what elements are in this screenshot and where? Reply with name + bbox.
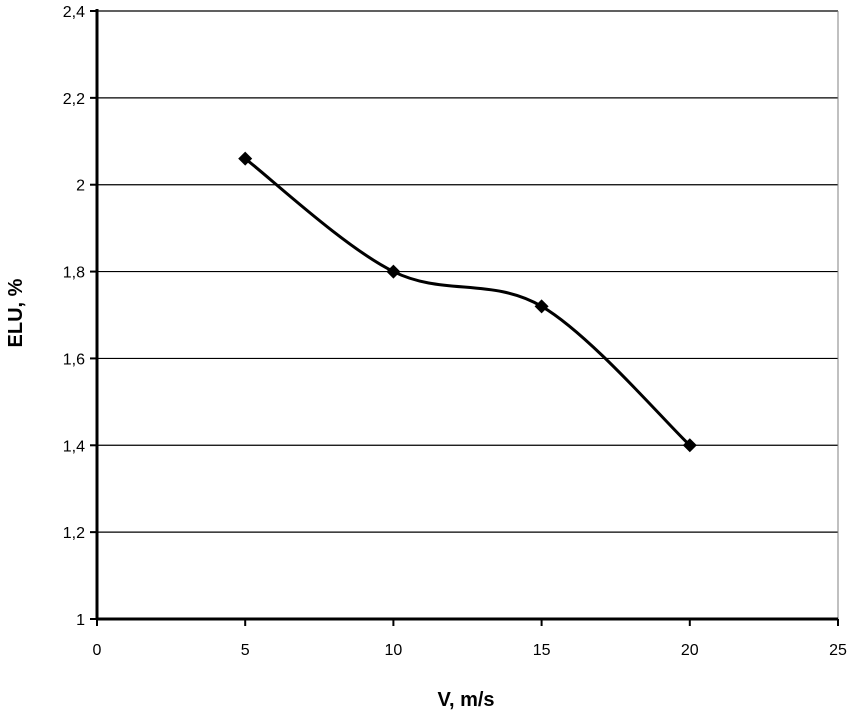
y-axis-ticks: 1 1,2 1,4 1,6 1,8 2 2,2 2,4 <box>63 4 97 629</box>
y-tick-label: 2 <box>76 178 85 195</box>
data-point-marker <box>386 264 401 279</box>
series-line <box>244 157 691 447</box>
x-tick-label: 10 <box>385 642 403 659</box>
data-point-marker <box>682 438 697 453</box>
y-axis-title: ELU, % <box>5 278 27 347</box>
x-tick-label: 5 <box>241 642 250 659</box>
y-tick-label: 1,4 <box>63 438 85 455</box>
y-tick-label: 2,4 <box>63 4 85 21</box>
x-tick-label: 15 <box>533 642 551 659</box>
plot-frame <box>95 9 839 621</box>
x-tick-label: 20 <box>681 642 699 659</box>
x-tick-label: 0 <box>93 642 102 659</box>
y-tick-label: 1,6 <box>63 351 85 368</box>
x-axis-ticks: 0 5 10 15 20 25 <box>93 619 847 659</box>
gridlines <box>97 10 838 533</box>
series-group <box>238 151 697 453</box>
y-tick-label: 1,8 <box>63 265 85 282</box>
y-tick-label: 1 <box>76 612 85 629</box>
x-axis-title: V, m/s <box>437 689 494 711</box>
y-tick-label: 2,2 <box>63 91 85 108</box>
data-point-marker <box>238 151 253 166</box>
x-tick-label: 25 <box>829 642 847 659</box>
y-tick-label: 1,2 <box>63 525 85 542</box>
data-point-marker <box>534 299 549 314</box>
